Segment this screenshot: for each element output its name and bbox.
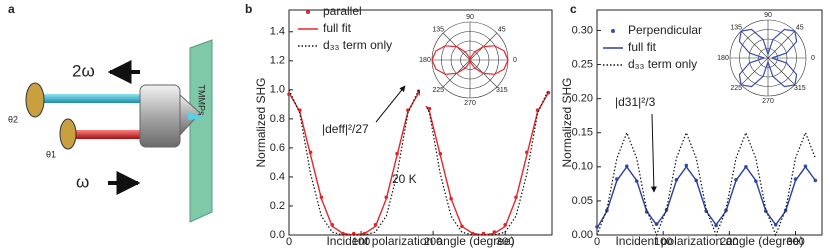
y-tick-label: 0.20 bbox=[572, 93, 593, 105]
x-tick-label: 200 bbox=[424, 236, 442, 248]
polar-tick-label: 270 bbox=[762, 98, 774, 105]
data-point bbox=[684, 163, 689, 168]
panel-label: c bbox=[570, 2, 577, 16]
polar-tick-label: 45 bbox=[796, 24, 804, 31]
polar-tick-label: 135 bbox=[730, 24, 742, 31]
y-tick-label: 1.4 bbox=[270, 26, 285, 38]
polar-tick-label: 45 bbox=[498, 26, 506, 33]
legend-label: d₃₃ term only bbox=[628, 57, 697, 71]
panel-label: b bbox=[245, 2, 252, 16]
polar-tick-label: 225 bbox=[730, 85, 742, 92]
annotation: |deff|²/27 bbox=[322, 122, 369, 136]
annotation: |d31|²/3 bbox=[615, 95, 656, 109]
polar-tick-label: 90 bbox=[764, 12, 772, 19]
polar-spoke bbox=[740, 57, 769, 86]
y-tick-label: 1.2 bbox=[270, 55, 285, 67]
y-tick-label: 0.00 bbox=[572, 229, 593, 241]
polar-tick-label: 180 bbox=[717, 55, 729, 62]
y-tick-label: 0.15 bbox=[572, 127, 593, 139]
polar-spoke bbox=[740, 30, 769, 59]
x-tick-label: 0 bbox=[594, 236, 600, 248]
series-line bbox=[288, 88, 549, 236]
y-tick-label: 0.05 bbox=[572, 195, 593, 207]
y-tick-label: 0.0 bbox=[270, 229, 285, 241]
polar-tick-label: 0 bbox=[811, 55, 815, 62]
beam-w bbox=[66, 130, 150, 139]
polar-spoke bbox=[767, 30, 796, 59]
legend-label: full fit bbox=[323, 21, 352, 35]
legend-label: d₃₃ term only bbox=[323, 38, 392, 52]
beam-2w bbox=[40, 94, 150, 103]
y-tick-label: 0.10 bbox=[572, 161, 593, 173]
legend-label: full fit bbox=[628, 40, 657, 54]
y-tick-label: 0.4 bbox=[270, 171, 285, 183]
y-tick-label: 0.2 bbox=[270, 200, 285, 212]
sample-slab bbox=[189, 39, 213, 223]
polar-curve bbox=[738, 28, 798, 88]
plot-frame bbox=[596, 9, 823, 236]
x-tick-label: 300 bbox=[786, 236, 804, 248]
legend-marker bbox=[306, 10, 310, 14]
focus bbox=[188, 112, 206, 120]
sample-label: TMMPs bbox=[197, 85, 207, 116]
polar-tick-label: 225 bbox=[432, 87, 444, 94]
polar-tick-label: 315 bbox=[794, 85, 806, 92]
beam-out-label: 2ω bbox=[72, 61, 95, 80]
x-tick-label: 300 bbox=[496, 236, 514, 248]
objective bbox=[139, 84, 181, 148]
y-axis-label: Normalized SHG bbox=[560, 77, 574, 167]
annotation-arrow bbox=[375, 85, 406, 123]
polar-tick-label: 180 bbox=[419, 57, 431, 64]
panel-label: a bbox=[8, 2, 15, 16]
x-tick-label: 0 bbox=[286, 236, 292, 248]
polarizer-w bbox=[59, 118, 77, 150]
annotation-arrow bbox=[650, 113, 657, 193]
angle-label: θ2 bbox=[8, 114, 18, 124]
x-axis-label: Incident polarization angle (degree) bbox=[615, 234, 803, 248]
y-tick-label: 0.25 bbox=[572, 58, 593, 70]
annotation: 20 K bbox=[392, 172, 417, 186]
y-tick-label: 1.0 bbox=[270, 84, 285, 96]
legend-label: parallel bbox=[323, 4, 362, 18]
polar-tick-label: 315 bbox=[496, 87, 508, 94]
y-tick-label: 0.30 bbox=[572, 24, 593, 36]
angle-label: θ1 bbox=[46, 149, 56, 159]
polar-curve bbox=[431, 45, 509, 75]
polarizer-2w bbox=[25, 82, 45, 118]
plot-frame bbox=[288, 9, 553, 236]
legend-label: Perpendicular bbox=[628, 23, 702, 37]
polar-tick-label: 135 bbox=[432, 26, 444, 33]
polar-tick-label: 90 bbox=[466, 14, 474, 21]
polar-spoke bbox=[767, 57, 796, 86]
x-axis-label: Incident polarization angle (degree) bbox=[326, 234, 514, 248]
legend-marker bbox=[611, 29, 615, 33]
y-tick-label: 0.6 bbox=[270, 142, 285, 154]
series-line bbox=[288, 91, 550, 236]
polar-tick-label: 0 bbox=[513, 57, 517, 64]
series-line bbox=[596, 165, 816, 229]
x-tick-label: 200 bbox=[720, 236, 738, 248]
diagram: a TMMPs 2ω ω θ2 θ1 bbox=[8, 2, 213, 223]
y-axis-label: Normalized SHG bbox=[254, 77, 268, 167]
series-line bbox=[596, 131, 816, 237]
x-tick-label: 100 bbox=[352, 236, 370, 248]
beam-in-label: ω bbox=[76, 172, 89, 191]
x-tick-label: 100 bbox=[654, 236, 672, 248]
y-tick-label: 0.8 bbox=[270, 113, 285, 125]
polar-tick-label: 270 bbox=[464, 100, 476, 107]
